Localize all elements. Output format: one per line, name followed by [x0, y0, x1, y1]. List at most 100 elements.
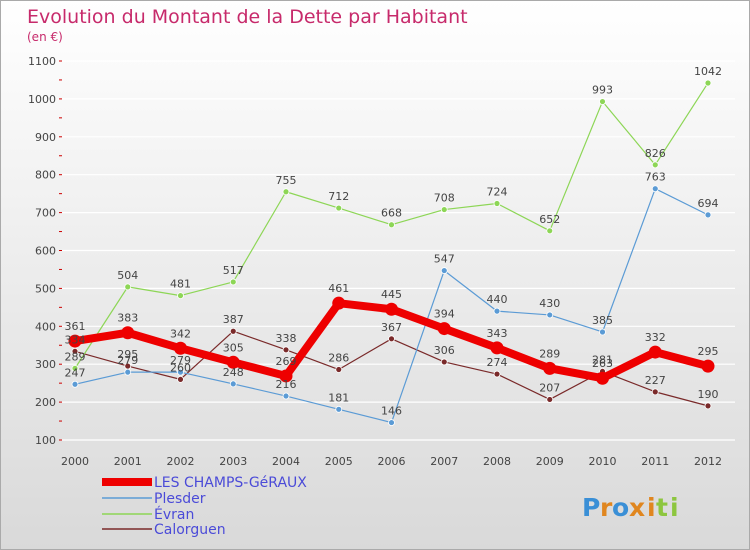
data-point — [599, 98, 606, 105]
data-label: 227 — [645, 374, 666, 387]
data-label: 387 — [223, 313, 244, 326]
data-label: 342 — [170, 327, 191, 340]
data-label: 269 — [276, 355, 297, 368]
data-point — [704, 402, 712, 410]
data-point — [335, 204, 343, 212]
y-tick-label: 800 — [35, 169, 56, 182]
data-label: 289 — [539, 347, 560, 360]
series-3 — [68, 296, 715, 385]
data-label: 708 — [434, 192, 455, 205]
data-point — [229, 380, 237, 388]
data-label: 826 — [645, 147, 666, 160]
logo-letter: r — [600, 493, 613, 522]
data-label: 367 — [381, 321, 402, 334]
y-tick-label: 1000 — [28, 93, 56, 106]
data-label: 305 — [223, 341, 244, 354]
data-label: 504 — [117, 269, 138, 282]
data-label: 724 — [487, 186, 508, 199]
series-2 — [71, 79, 712, 372]
data-label: 190 — [698, 388, 719, 401]
data-label: 295 — [117, 348, 138, 361]
data-label: 763 — [645, 171, 666, 184]
x-axis: 2000 2001 2002 2003 2004 2005 2006 2007 2008 2009… — [61, 455, 722, 468]
data-point — [335, 366, 343, 373]
y-tick-label: 1100 — [28, 55, 56, 68]
data-point — [124, 368, 132, 376]
logo-letter: t — [656, 493, 668, 522]
data-label: 1042 — [694, 65, 722, 78]
proxiti-logo: P r o x i t i — [582, 493, 679, 522]
data-labels: 334 295 260 387 338 286 367 306 274 207 281 227 190 2… — [65, 65, 723, 418]
grid — [60, 60, 735, 441]
data-point — [493, 200, 501, 207]
data-label: 334 — [65, 333, 86, 346]
data-point — [226, 355, 240, 369]
data-label: 461 — [328, 282, 349, 295]
data-point — [440, 358, 448, 366]
data-point — [282, 346, 290, 354]
data-point — [701, 359, 715, 373]
data-point — [282, 392, 290, 400]
data-label: 694 — [698, 197, 719, 210]
y-tick-label: 200 — [35, 396, 56, 409]
data-point — [71, 364, 79, 372]
data-point — [174, 341, 187, 355]
y-tick-label: 900 — [35, 131, 56, 144]
legend-label: Calorguen — [154, 522, 226, 538]
series-0 — [71, 327, 712, 410]
data-point — [651, 185, 659, 193]
x-tick-label: 2008 — [483, 455, 511, 468]
data-label: 279 — [117, 354, 138, 367]
data-label: 248 — [223, 366, 244, 379]
data-label: 295 — [698, 345, 719, 358]
logo-letter: o — [612, 493, 629, 522]
data-point — [546, 227, 554, 235]
data-label: 260 — [170, 361, 191, 374]
logo-letter: P — [582, 493, 600, 522]
data-point — [596, 371, 609, 385]
data-label: 289 — [65, 350, 86, 363]
data-point — [440, 206, 448, 213]
data-point — [385, 302, 398, 316]
logo-letter: i — [670, 493, 679, 522]
y-tick-label: 100 — [35, 434, 56, 447]
x-tick-label: 2003 — [219, 455, 247, 468]
y-tick-label: 400 — [35, 320, 56, 333]
logo-letter: x — [629, 493, 645, 522]
data-label: 216 — [276, 378, 297, 391]
legend-label: Évran — [154, 506, 194, 523]
data-point — [177, 375, 184, 383]
data-label: 286 — [328, 352, 349, 365]
x-tick-label: 2002 — [167, 455, 195, 468]
data-label: 440 — [487, 293, 508, 306]
data-label: 306 — [434, 344, 455, 357]
data-label: 361 — [65, 320, 86, 333]
legend-label: Plesder — [154, 491, 206, 507]
data-point — [124, 283, 132, 291]
x-tick-label: 2001 — [114, 455, 142, 468]
x-tick-label: 2000 — [61, 455, 89, 468]
data-point — [282, 188, 290, 196]
x-tick-label: 2011 — [641, 455, 669, 468]
y-tick-label: 600 — [35, 245, 56, 258]
data-point — [177, 368, 184, 376]
series-1 — [71, 185, 712, 426]
data-point — [177, 292, 184, 300]
data-point — [543, 361, 557, 375]
data-label: 993 — [592, 84, 613, 97]
x-tick-label: 2005 — [325, 455, 353, 468]
data-point — [490, 341, 504, 355]
data-label: 712 — [328, 190, 349, 203]
y-tick-label: 700 — [35, 207, 56, 220]
chart-subtitle: (en €) — [27, 30, 63, 44]
data-label: 274 — [487, 356, 508, 369]
data-point — [651, 388, 659, 396]
data-label: 668 — [381, 207, 402, 220]
data-point — [71, 380, 79, 388]
data-point — [493, 307, 501, 315]
data-point — [229, 327, 237, 335]
data-point — [440, 267, 448, 274]
data-label: 332 — [645, 331, 666, 344]
